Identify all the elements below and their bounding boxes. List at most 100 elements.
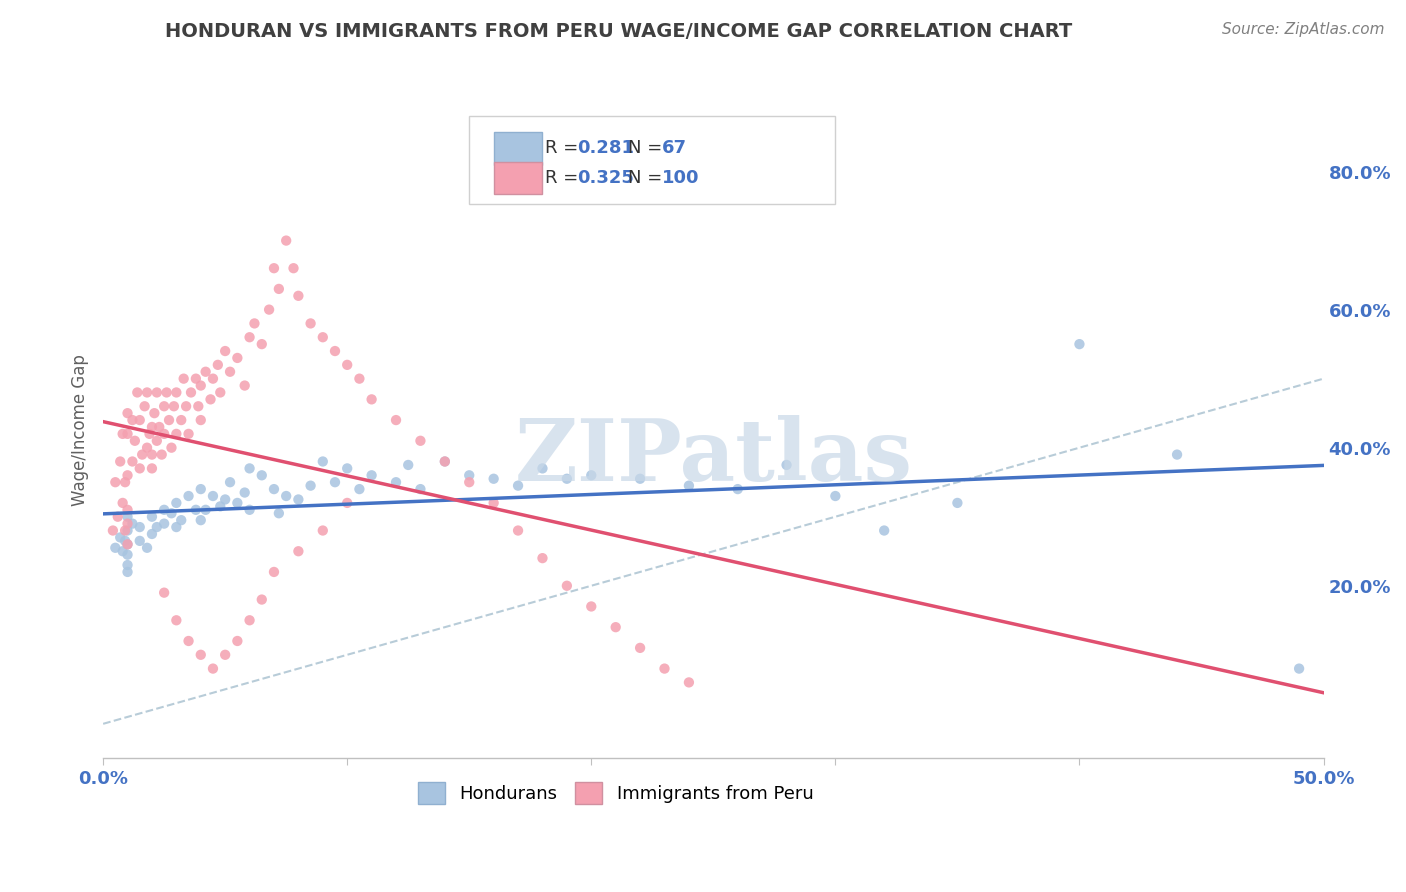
Point <box>458 475 481 490</box>
Point <box>160 506 183 520</box>
Point <box>263 565 285 579</box>
Point <box>312 330 335 344</box>
Point <box>214 492 236 507</box>
Point <box>117 548 139 562</box>
Text: ZIPatlas: ZIPatlas <box>515 415 912 499</box>
Point <box>141 509 163 524</box>
Point <box>239 330 262 344</box>
Point <box>117 503 139 517</box>
Point <box>226 351 249 365</box>
Point <box>250 468 273 483</box>
Point <box>226 634 249 648</box>
Point <box>177 634 200 648</box>
Point <box>233 485 256 500</box>
Point <box>226 496 249 510</box>
Point <box>165 496 187 510</box>
Point <box>396 458 419 472</box>
Point <box>121 454 143 468</box>
Point <box>117 406 139 420</box>
Point <box>555 579 578 593</box>
Point <box>180 385 202 400</box>
Point <box>628 640 651 655</box>
Point <box>187 399 209 413</box>
Point <box>207 358 229 372</box>
Point <box>104 541 127 555</box>
Text: 0.281: 0.281 <box>576 139 634 157</box>
Point <box>360 392 382 407</box>
Point <box>148 420 170 434</box>
Point <box>163 399 186 413</box>
Point <box>219 475 242 490</box>
Point <box>312 524 335 538</box>
Point <box>267 506 290 520</box>
Point <box>117 558 139 572</box>
Point <box>1069 337 1091 351</box>
Point <box>117 537 139 551</box>
Point <box>111 496 134 510</box>
Point <box>263 482 285 496</box>
FancyBboxPatch shape <box>494 132 543 165</box>
Point <box>128 533 150 548</box>
Point <box>153 503 176 517</box>
Point <box>506 524 529 538</box>
Point <box>581 468 603 483</box>
Point <box>184 371 207 385</box>
Point <box>153 426 176 441</box>
Point <box>184 503 207 517</box>
Point <box>349 482 371 496</box>
Point <box>143 406 166 420</box>
Point <box>111 426 134 441</box>
Point <box>134 399 156 413</box>
Point <box>873 524 896 538</box>
Point <box>124 434 146 448</box>
Point <box>110 454 132 468</box>
Point <box>555 472 578 486</box>
Point <box>267 282 290 296</box>
Point <box>194 365 217 379</box>
Point <box>654 662 676 676</box>
Text: 0.325: 0.325 <box>576 169 634 187</box>
Point <box>146 385 169 400</box>
Point <box>153 516 176 531</box>
Point <box>190 413 212 427</box>
Point <box>581 599 603 614</box>
Legend: Hondurans, Immigrants from Peru: Hondurans, Immigrants from Peru <box>411 775 821 812</box>
Point <box>114 475 136 490</box>
Point <box>209 385 232 400</box>
Point <box>433 454 456 468</box>
Point <box>312 454 335 468</box>
Point <box>385 475 408 490</box>
Point <box>165 520 187 534</box>
Point <box>287 544 309 558</box>
Point <box>170 413 193 427</box>
Point <box>299 317 322 331</box>
Point <box>287 492 309 507</box>
Point <box>727 482 749 496</box>
Point <box>458 468 481 483</box>
Point <box>136 541 159 555</box>
Point <box>150 448 173 462</box>
Point <box>276 489 298 503</box>
Point <box>107 509 129 524</box>
Point <box>257 302 280 317</box>
Point <box>141 448 163 462</box>
Point <box>263 261 285 276</box>
Point <box>299 478 322 492</box>
Point <box>128 520 150 534</box>
Text: R =: R = <box>546 139 583 157</box>
Point <box>131 448 153 462</box>
Y-axis label: Wage/Income Gap: Wage/Income Gap <box>72 354 89 507</box>
Point <box>190 513 212 527</box>
Point <box>117 509 139 524</box>
Point <box>121 413 143 427</box>
Point <box>678 675 700 690</box>
Point <box>506 478 529 492</box>
Point <box>155 385 177 400</box>
Point <box>349 371 371 385</box>
FancyBboxPatch shape <box>470 116 835 204</box>
Point <box>141 420 163 434</box>
Point <box>605 620 627 634</box>
Point <box>433 454 456 468</box>
Point <box>531 461 554 475</box>
Point <box>190 378 212 392</box>
